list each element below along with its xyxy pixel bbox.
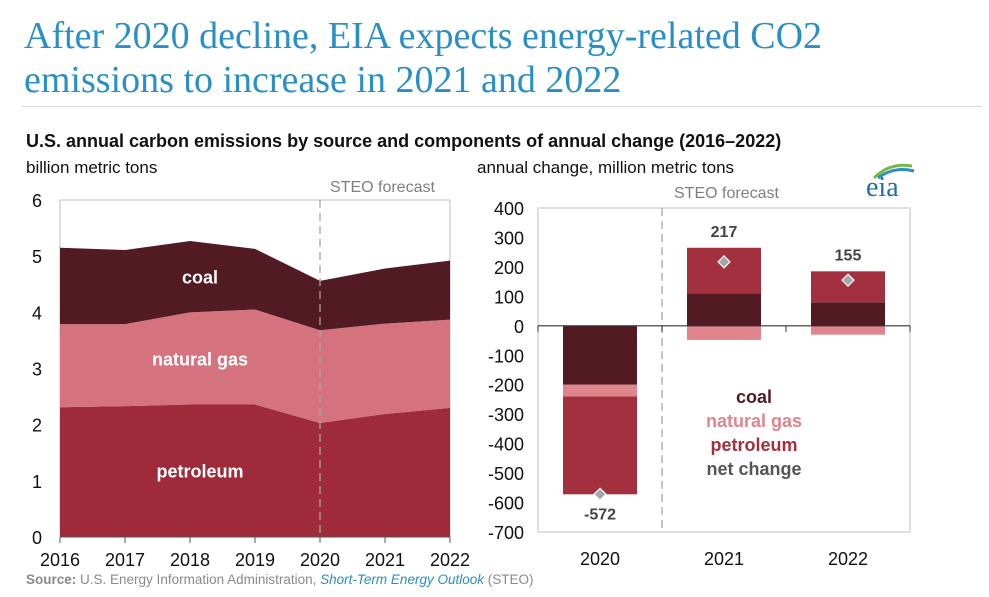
bar-legend-entry-net-change: net change <box>706 459 801 479</box>
bar-x-tick-label: 2021 <box>704 549 744 569</box>
area-y-tick-label: 2 <box>32 416 42 436</box>
bar-y-tick-label: -300 <box>488 405 524 425</box>
bar-coal-2022 <box>811 302 885 326</box>
bar-forecast-label: STEO forecast <box>674 185 779 202</box>
area-label-coal: coal <box>182 268 218 288</box>
area-x-tick-label: 2022 <box>430 550 470 570</box>
area-y-tick-label: 4 <box>32 303 42 323</box>
net-change-label-2021: 217 <box>711 224 738 241</box>
net-change-label-2022: 155 <box>835 247 862 264</box>
area-petroleum <box>60 404 450 537</box>
area-coal <box>60 241 450 331</box>
bar-coal-2020 <box>563 325 637 385</box>
area-x-tick-label: 2016 <box>40 550 80 570</box>
source-link[interactable]: Short-Term Energy Outlook <box>320 572 484 587</box>
bar-coal-2021 <box>687 293 761 326</box>
bar-legend-entry-natural-gas: natural gas <box>706 411 802 431</box>
title-divider <box>22 106 982 107</box>
bar-natural-gas-2020 <box>563 384 637 397</box>
bar-legend-entry-coal: coal <box>736 387 772 407</box>
area-x-tick-label: 2020 <box>300 550 340 570</box>
source-suffix: (STEO) <box>487 572 534 587</box>
bar-petroleum-2021 <box>687 247 761 294</box>
source-note: Source: U.S. Energy Information Administ… <box>26 572 534 587</box>
area-chart: petroleum natural gas coal 0 1 2 3 4 5 6 2016 2017 2… <box>32 179 470 570</box>
area-label-natural-gas: natural gas <box>152 349 248 369</box>
area-x-tick-label: 2019 <box>235 550 275 570</box>
eia-logo-icon: eia <box>860 158 930 208</box>
bar-y-tick-label: -700 <box>488 523 524 543</box>
area-natural-gas <box>60 309 450 423</box>
area-x-tick-label: 2018 <box>170 550 210 570</box>
source-text: U.S. Energy Information Administration, <box>80 572 317 587</box>
bar-natural-gas-2022 <box>811 325 885 335</box>
bar-y-tick-label: -100 <box>488 346 524 366</box>
bar-petroleum-2020 <box>563 396 637 495</box>
area-x-tick-label: 2021 <box>365 550 405 570</box>
bar-legend-entry-petroleum: petroleum <box>710 435 797 455</box>
bar-y-tick-label: 100 <box>494 287 524 307</box>
area-y-tick-label: 1 <box>32 472 42 492</box>
bar-x-tick-label: 2020 <box>580 549 620 569</box>
bar-y-tick-label: -400 <box>488 435 524 455</box>
chart-subtitle: U.S. annual carbon emissions by source a… <box>26 131 782 151</box>
logo-text: eia <box>866 172 899 203</box>
bar-natural-gas-2021 <box>687 325 761 340</box>
bar-y-tick-label: -200 <box>488 376 524 396</box>
area-y-tick-label: 0 <box>32 528 42 548</box>
area-y-tick-label: 3 <box>32 360 42 380</box>
bar-x-tick-label: 2022 <box>828 549 868 569</box>
left-chart-unit-label: billion metric tons <box>26 158 158 177</box>
bar-y-tick-label: 300 <box>494 228 524 248</box>
area-y-tick-label: 6 <box>32 191 42 211</box>
page-title: After 2020 decline, EIA expects energy-r… <box>24 15 823 101</box>
bar-y-tick-label: 200 <box>494 258 524 278</box>
area-forecast-label: STEO forecast <box>330 179 435 196</box>
bar-y-tick-label: 400 <box>494 199 524 219</box>
bar-y-tick-label: 0 <box>514 317 524 337</box>
area-y-tick-label: 5 <box>32 247 42 267</box>
net-change-label-2020: -572 <box>584 506 616 523</box>
right-chart-unit-label: annual change, million metric tons <box>477 158 735 177</box>
net-change-marker-2021 <box>717 255 731 269</box>
bar-y-tick-label: -600 <box>488 494 524 514</box>
net-change-marker-2022 <box>841 273 855 288</box>
net-change-marker-2020 <box>593 487 607 502</box>
source-label: Source: <box>26 572 77 587</box>
area-x-tick-label: 2017 <box>105 550 145 570</box>
bar-y-tick-label: -500 <box>488 464 524 484</box>
area-label-petroleum: petroleum <box>156 462 243 482</box>
bar-chart: STEO forecast -572 2020 217 2021 155 2022 400 30… <box>488 185 911 569</box>
